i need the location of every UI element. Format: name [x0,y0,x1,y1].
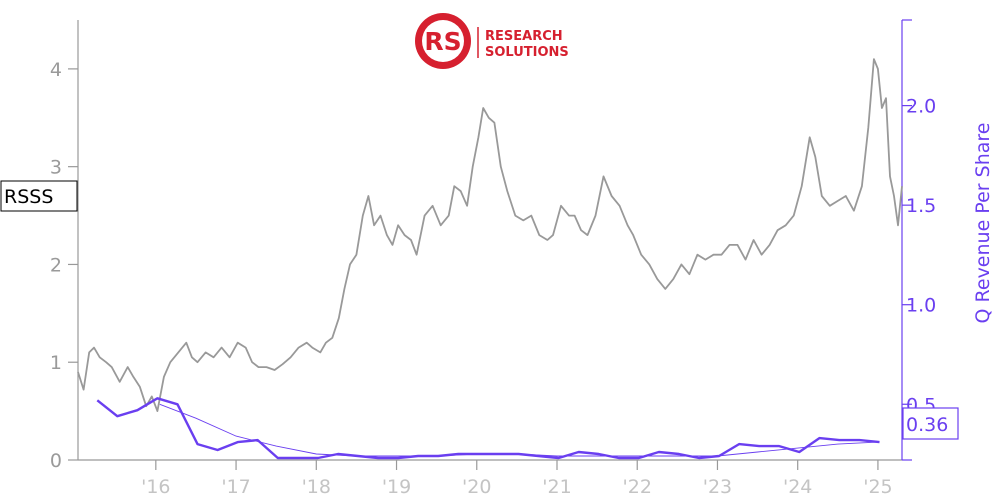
revenue-series-line [96,397,880,460]
left-tick-label: 1 [50,352,62,374]
series-layer [77,58,903,460]
bottom-tick-label: '22 [623,476,652,498]
left-tick-label: 3 [50,157,62,179]
ticker-text: RSSS [4,186,53,208]
right-axis-title: Q Revenue Per Share [972,123,994,324]
bottom-tick-label: '17 [221,476,250,498]
research-solutions-logo: RS RESEARCH SOLUTIONS [415,13,569,69]
logo-line-2: SOLUTIONS [485,45,569,60]
bottom-tick-label: '16 [141,476,170,498]
axes-group: 01234'16'17'18'19'20'21'22'23'24'250.51.… [50,19,936,498]
bottom-tick-label: '23 [703,476,732,498]
bottom-tick-label: '25 [863,476,892,498]
left-tick-label: 0 [50,450,62,472]
logo-monogram: RS [424,27,461,56]
last-value-label: 0.36 [902,407,959,440]
bottom-tick-label: '24 [783,476,812,498]
left-tick-label: 2 [50,254,62,276]
revenue-trend-line [159,403,878,457]
ticker-label: RSSS [0,180,78,212]
right-tick-label: 1.5 [906,195,936,217]
last-value-box [902,407,959,440]
left-tick-label: 4 [50,59,62,81]
last-value-text: 0.36 [906,414,948,436]
logo-inner-circle [422,20,464,62]
logo-line-1: RESEARCH [485,29,563,44]
bottom-tick-label: '18 [302,476,331,498]
bottom-tick-label: '19 [382,476,411,498]
bottom-tick-label: '20 [462,476,491,498]
right-tick-label: 1.0 [906,295,936,317]
bottom-tick-label: '21 [542,476,571,498]
ticker-box [0,180,78,212]
right-tick-label: 2.0 [906,96,936,118]
price-series-line [77,58,903,413]
